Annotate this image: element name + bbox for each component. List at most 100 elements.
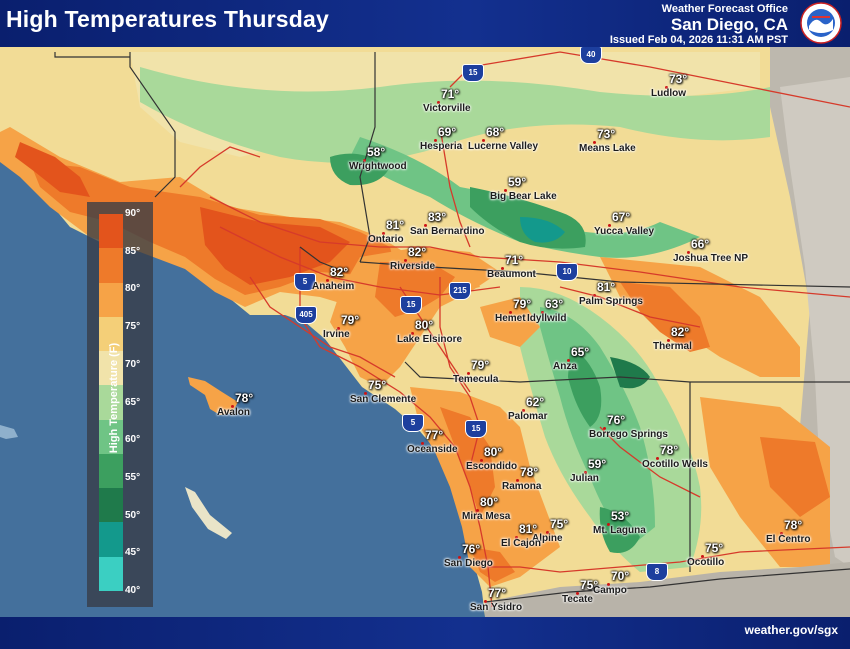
location-marker xyxy=(656,457,659,460)
legend-swatch xyxy=(99,351,123,386)
location-marker xyxy=(665,86,668,89)
city-label: Means Lake xyxy=(579,143,636,154)
temperature-value: 73° xyxy=(669,72,688,86)
temperature-value: 78° xyxy=(520,465,539,479)
temperature-legend: High Temperature (F) 90° 85° 80° 75° 70° 65° 6… xyxy=(87,202,153,607)
legend-swatch xyxy=(99,556,123,592)
temperature-value: 67° xyxy=(612,210,631,224)
legend-swatch xyxy=(99,453,123,489)
temperature-map: High Temperature (F) 90° 85° 80° 75° 70° 65° 6… xyxy=(0,47,850,617)
temperature-value: 70° xyxy=(611,569,630,583)
city-label: Mira Mesa xyxy=(462,511,511,522)
city-label: Campo xyxy=(593,585,627,596)
footer-bar: weather.gov/sgx xyxy=(0,617,850,649)
location-marker xyxy=(411,332,414,335)
location-marker xyxy=(467,372,470,375)
city-label: Oceanside xyxy=(407,444,458,455)
interstate-40-shield: 40 xyxy=(580,47,602,64)
city-label: Yucca Valley xyxy=(594,226,655,237)
temperature-value: 81° xyxy=(597,280,616,294)
legend-swatch xyxy=(99,248,123,284)
interstate-15-shield-sd: 15 xyxy=(465,420,487,438)
temperature-value: 79° xyxy=(471,358,490,372)
city-label: Anza xyxy=(553,361,577,372)
office-info: Weather Forecast Office San Diego, CA Is… xyxy=(610,3,788,46)
city-label: Ocotillo xyxy=(687,557,725,568)
city-label: Hesperia xyxy=(420,141,463,152)
location-marker xyxy=(584,471,587,474)
city-label: Riverside xyxy=(390,261,436,272)
city-label: Irvine xyxy=(323,329,350,340)
location-marker xyxy=(603,427,606,430)
city-label: San Bernardino xyxy=(410,226,485,237)
city-label: Lake Elsinore xyxy=(397,334,463,345)
legend-tick-label: 55° xyxy=(125,471,141,483)
location-marker xyxy=(434,139,437,142)
location-marker xyxy=(607,523,610,526)
temperature-value: 76° xyxy=(607,413,626,427)
temperature-value: 71° xyxy=(441,87,460,101)
temperature-value: 59° xyxy=(508,175,527,189)
city-label: Temecula xyxy=(453,374,499,385)
legend-tick-label: 90° xyxy=(125,208,141,219)
legend-swatch xyxy=(99,282,123,318)
interstate-405-shield: 405 xyxy=(295,306,317,324)
location-marker xyxy=(424,224,427,227)
city-label: San Clemente xyxy=(350,394,417,405)
city-label: Tecate xyxy=(562,594,593,605)
location-marker xyxy=(780,532,783,535)
city-label: Borrego Springs xyxy=(589,429,668,440)
interstate-15-shield-south: 15 xyxy=(400,296,422,314)
temperature-value: 78° xyxy=(784,518,803,532)
city-label: Joshua Tree NP xyxy=(673,253,749,264)
office-name: San Diego, CA xyxy=(670,15,788,34)
location-marker xyxy=(701,555,704,558)
location-marker xyxy=(326,279,329,282)
temperature-value: 75° xyxy=(705,541,724,555)
interstate-8-shield: 8 xyxy=(646,563,668,581)
location-marker xyxy=(515,536,518,539)
legend-swatch xyxy=(99,385,123,421)
location-marker xyxy=(231,405,234,408)
temperature-value: 81° xyxy=(386,218,405,232)
temperature-value: 82° xyxy=(330,265,349,279)
interstate-5-shield: 5 xyxy=(294,273,316,291)
location-marker xyxy=(593,141,596,144)
city-label: Mt. Laguna xyxy=(593,525,646,536)
city-label: Thermal xyxy=(653,341,692,352)
temperature-value: 79° xyxy=(513,297,532,311)
location-marker xyxy=(476,509,479,512)
legend-tick-label: 50° xyxy=(125,509,141,521)
legend-tick-label: 60° xyxy=(125,434,141,446)
temperature-value: 65° xyxy=(571,345,590,359)
temperature-value: 81° xyxy=(519,522,538,536)
location-marker xyxy=(484,600,487,603)
location-marker xyxy=(382,232,385,235)
temperature-value: 75° xyxy=(368,378,387,392)
location-marker xyxy=(593,294,596,297)
legend-tick-label: 80° xyxy=(125,283,141,295)
city-label: El Cajon xyxy=(501,538,542,549)
legend-tick-label: 40° xyxy=(125,585,141,596)
office-line: Weather Forecast Office xyxy=(661,3,788,15)
legend-swatch xyxy=(99,522,123,558)
location-marker xyxy=(576,592,579,595)
city-label: Ocotillo Wells xyxy=(642,459,708,470)
city-label: Wrightwood xyxy=(349,161,407,172)
temperature-value: 53° xyxy=(611,509,630,523)
temperature-value: 79° xyxy=(341,313,360,327)
location-marker xyxy=(364,392,367,395)
legend-tick-label: 85° xyxy=(125,245,141,257)
temperature-value: 59° xyxy=(588,457,607,471)
city-label: El Centro xyxy=(766,534,811,545)
temperature-value: 66° xyxy=(691,237,710,251)
city-label: Alpine xyxy=(532,533,563,544)
location-marker xyxy=(667,339,670,342)
location-marker xyxy=(546,531,549,534)
city-label: Palomar xyxy=(508,411,548,422)
city-label: Avalon xyxy=(217,407,250,418)
location-marker xyxy=(501,267,504,270)
website-link[interactable]: weather.gov/sgx xyxy=(744,623,838,637)
location-marker xyxy=(516,479,519,482)
